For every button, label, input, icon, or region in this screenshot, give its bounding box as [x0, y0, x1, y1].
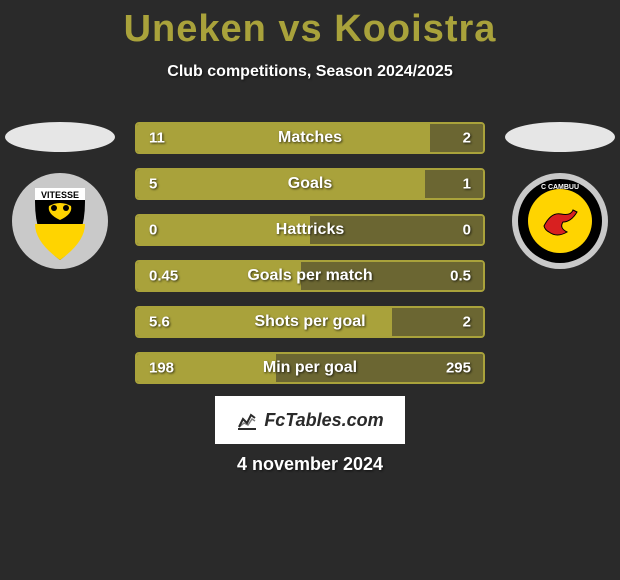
stat-left-value: 0 — [149, 222, 157, 239]
bar-right-fill — [430, 124, 483, 152]
right-player-zone: C CAMBUU — [500, 122, 620, 270]
stat-label: Matches — [278, 129, 342, 147]
stat-bars-container: 11 2 Matches 5 1 Goals 0 0 Hattricks 0.45 0.5 Goals… — [135, 122, 485, 398]
bar-left-fill — [137, 170, 425, 198]
comparison-title: Uneken vs Kooistra — [0, 0, 620, 51]
crest-right-label-top: C CAMBUU — [541, 184, 579, 191]
stat-label: Min per goal — [263, 359, 357, 377]
crest-left-label: VITESSE — [41, 190, 79, 200]
stat-right-value: 1 — [463, 176, 471, 193]
bar-right-fill — [425, 170, 483, 198]
stat-label: Goals — [288, 175, 332, 193]
stat-right-value: 2 — [463, 314, 471, 331]
stat-left-value: 0.45 — [149, 268, 178, 285]
stat-right-value: 0.5 — [450, 268, 471, 285]
vs-text: vs — [278, 8, 322, 50]
stat-label: Goals per match — [247, 267, 372, 285]
left-club-crest: VITESSE — [11, 172, 109, 270]
stat-left-value: 11 — [149, 130, 165, 147]
vitesse-badge-icon: VITESSE — [11, 172, 109, 270]
stat-label: Shots per goal — [254, 313, 365, 331]
player1-name: Uneken — [124, 8, 267, 50]
stat-row: 5.6 2 Shots per goal — [135, 306, 485, 338]
cambuur-badge-icon: C CAMBUU — [511, 172, 609, 270]
player2-name: Kooistra — [334, 8, 496, 50]
stat-row: 0.45 0.5 Goals per match — [135, 260, 485, 292]
stat-right-value: 2 — [463, 130, 471, 147]
stat-row: 11 2 Matches — [135, 122, 485, 154]
stat-right-value: 0 — [463, 222, 471, 239]
stat-row: 198 295 Min per goal — [135, 352, 485, 384]
player1-silhouette — [5, 122, 115, 152]
date-text: 4 november 2024 — [237, 454, 383, 475]
subtitle: Club competitions, Season 2024/2025 — [0, 63, 620, 81]
stat-left-value: 5.6 — [149, 314, 170, 331]
stat-left-value: 198 — [149, 360, 174, 377]
chart-icon — [236, 409, 258, 431]
stat-row: 0 0 Hattricks — [135, 214, 485, 246]
stat-label: Hattricks — [276, 221, 344, 239]
brand-box[interactable]: FcTables.com — [215, 396, 405, 444]
stat-row: 5 1 Goals — [135, 168, 485, 200]
left-player-zone: VITESSE — [0, 122, 120, 270]
brand-text: FcTables.com — [264, 410, 383, 431]
stat-left-value: 5 — [149, 176, 157, 193]
stat-right-value: 295 — [446, 360, 471, 377]
right-club-crest: C CAMBUU — [511, 172, 609, 270]
player2-silhouette — [505, 122, 615, 152]
